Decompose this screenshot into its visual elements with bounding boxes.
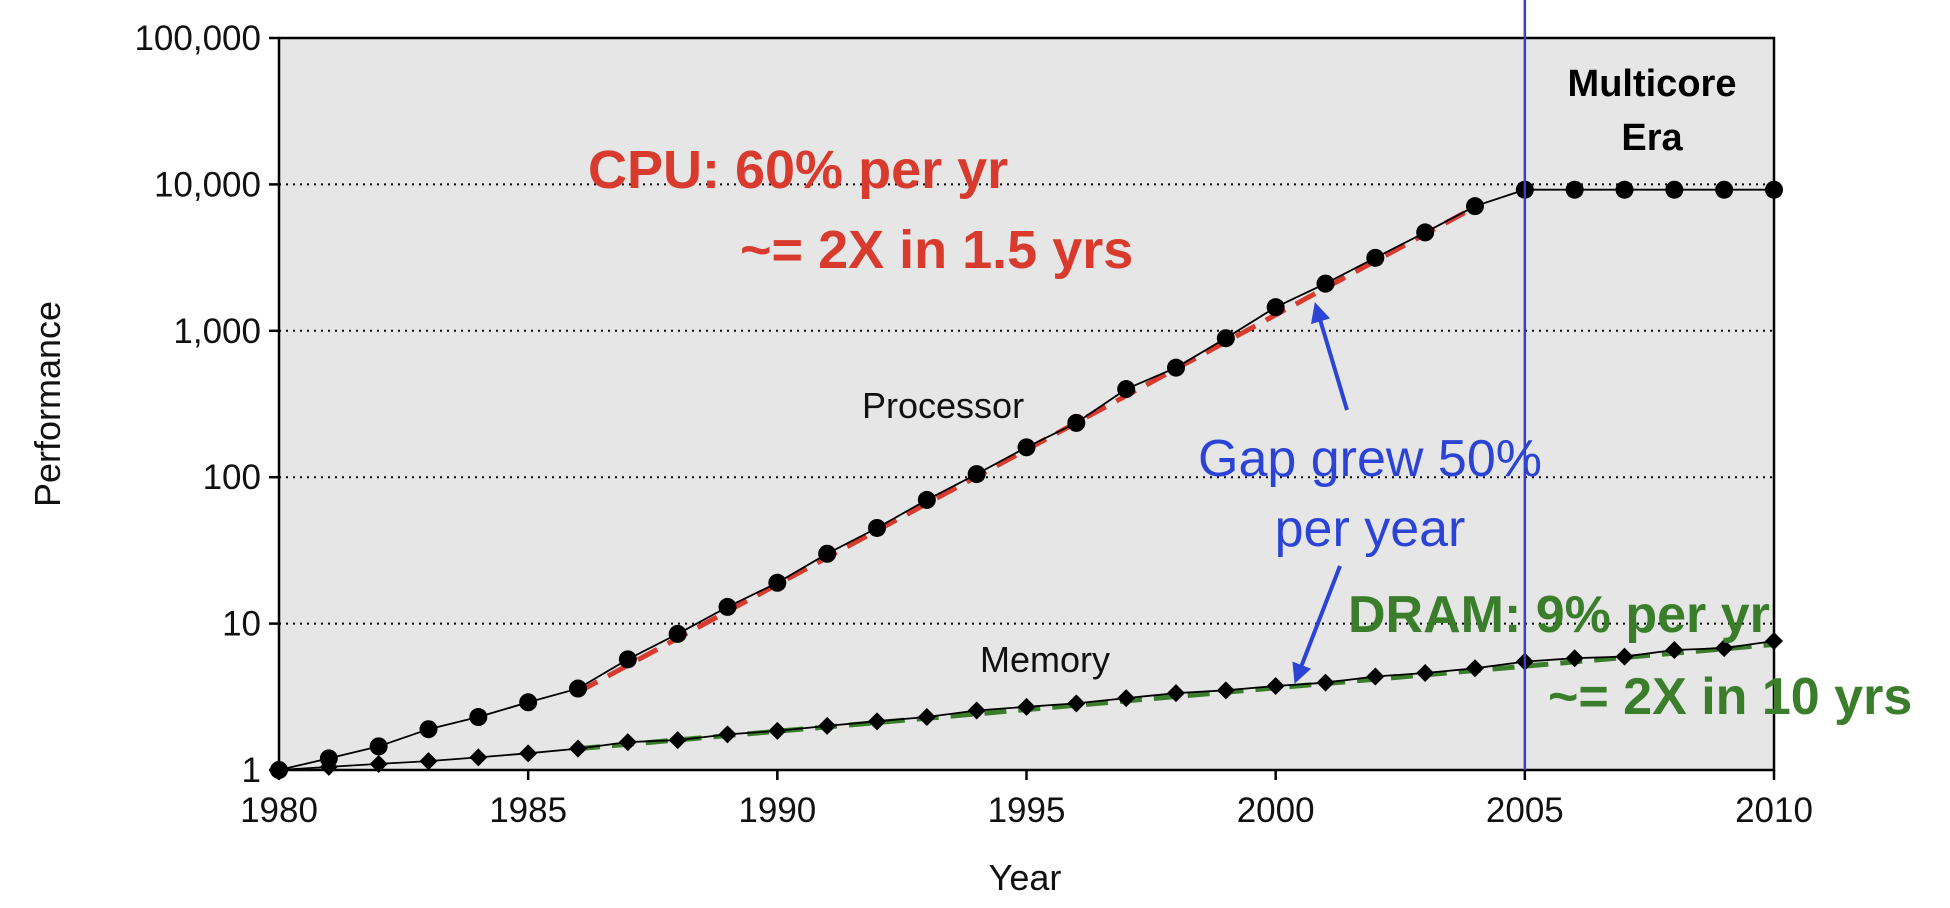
memory-point <box>868 712 886 731</box>
x-tick-label: 2005 <box>1486 791 1564 830</box>
processor-point <box>1665 180 1684 199</box>
processor-point <box>1466 197 1484 216</box>
y-tick-label: 10,000 <box>154 165 261 204</box>
processor-point <box>1216 329 1235 348</box>
cpu-doubling-annotation: ~= 2X in 1.5 yrs <box>740 220 1133 280</box>
memory-point <box>1615 647 1634 666</box>
x-tick-label: 1995 <box>988 791 1066 830</box>
processor-point <box>1366 248 1385 267</box>
memory-point <box>1466 659 1484 678</box>
y-tick-label: 10 <box>222 605 261 644</box>
memory-point <box>1565 649 1584 668</box>
processor-point <box>618 650 637 669</box>
memory-point <box>1067 694 1086 713</box>
processor-point <box>1565 180 1584 199</box>
processor-point <box>1416 223 1435 242</box>
memory-point <box>1665 641 1684 660</box>
gap-arrow-up <box>1310 302 1349 411</box>
processor-point <box>818 544 837 563</box>
processor-point <box>868 518 886 537</box>
y-tick-label: 100 <box>203 458 261 497</box>
memory-point <box>1216 681 1235 700</box>
memory-point <box>469 748 488 767</box>
processor-point <box>569 679 587 698</box>
y-axis-title: Performance <box>27 301 68 507</box>
memory-point <box>1167 684 1185 703</box>
y-tick-label: 1,000 <box>173 312 261 351</box>
memory-point <box>1366 667 1385 686</box>
processor-point <box>1615 180 1634 199</box>
cpu-rate-annotation: CPU: 60% per yr <box>588 140 1008 200</box>
processor-point <box>768 573 787 592</box>
x-tick-label: 1990 <box>738 791 816 830</box>
processor-point <box>519 693 538 712</box>
processor-point <box>369 737 388 756</box>
memory-point <box>917 708 936 727</box>
memory-point <box>1266 676 1285 695</box>
y-tick-label: 100,000 <box>134 19 261 58</box>
dram-rate-annotation: DRAM: 9% per yr <box>1348 586 1770 644</box>
processor-point <box>1067 413 1086 432</box>
multicore-era-label-line1: Multicore <box>1568 63 1737 105</box>
memory-point <box>718 725 737 744</box>
x-tick-label: 2000 <box>1237 791 1315 830</box>
memory-point <box>818 716 837 735</box>
gap-annotation-line2: per year <box>1275 500 1466 558</box>
memory-point <box>1117 689 1136 708</box>
memory-point <box>1316 673 1335 692</box>
x-tick-label: 2010 <box>1735 791 1813 830</box>
processor-point <box>1167 358 1185 377</box>
memory-point <box>419 752 438 771</box>
memory-point <box>369 754 388 773</box>
dram-doubling-annotation: ~= 2X in 10 yrs <box>1548 668 1912 726</box>
y-axis-ticks: 1 10 100 1,000 10,000 100,000 <box>134 19 279 790</box>
series-layer <box>270 180 1783 779</box>
x-axis-title: Year <box>989 857 1062 898</box>
multicore-era-label-line2: Era <box>1621 117 1683 159</box>
x-axis-ticks: 1980 1985 1990 1995 2000 2005 2010 <box>240 770 1813 830</box>
processor-point <box>668 624 687 643</box>
memory-point <box>319 757 338 776</box>
processor-point <box>1715 180 1734 199</box>
memory-point <box>618 733 637 752</box>
processor-point <box>469 708 488 727</box>
memory-point <box>1017 697 1036 716</box>
memory-point <box>967 701 986 720</box>
gap-arrow-down <box>1292 565 1342 684</box>
memory-series-label: Memory <box>980 639 1110 680</box>
processor-point <box>917 490 936 509</box>
memory-point <box>668 731 687 750</box>
memory-point <box>569 739 587 758</box>
x-tick-label: 1985 <box>489 791 567 830</box>
memory-point <box>1715 639 1734 658</box>
y-tick-label: 1 <box>242 751 261 790</box>
processor-point <box>718 597 737 616</box>
processor-point <box>967 465 986 484</box>
memory-point <box>519 744 538 763</box>
x-tick-label: 1980 <box>240 791 318 830</box>
processor-series-label: Processor <box>862 385 1024 426</box>
memory-point <box>768 721 787 740</box>
processor-point <box>1017 438 1036 457</box>
gap-annotation-line1: Gap grew 50% <box>1198 430 1542 488</box>
processor-point <box>1117 380 1136 399</box>
processor-point <box>419 720 438 739</box>
processor-point <box>1266 298 1285 317</box>
memory-point <box>1416 663 1435 682</box>
processor-point <box>1316 274 1335 293</box>
